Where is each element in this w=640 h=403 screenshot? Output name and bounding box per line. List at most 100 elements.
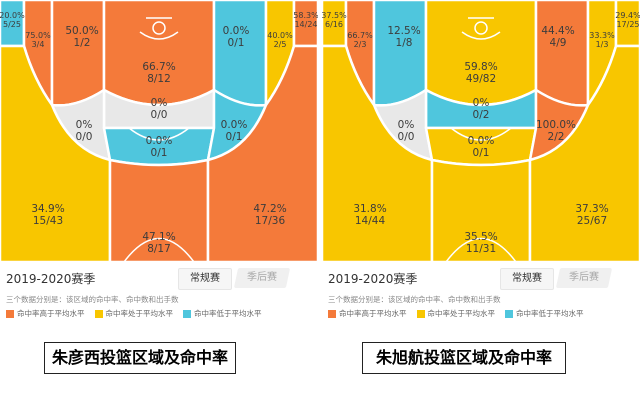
zone-frac-center-3: 11/31 <box>466 243 496 255</box>
zone-frac-left-elbow-2: 0/0 <box>398 131 415 143</box>
zone-pct-restricted: 59.8% <box>464 61 497 73</box>
zone-pct-center-mid-2: 0.0% <box>468 135 495 147</box>
legend-swatch-below <box>505 309 513 318</box>
data-note: 三个数据分别是：该区域的命中率、命中数和出手数 <box>328 295 501 304</box>
shot-chart-panel-left: 20.0% 5/25 75.0% 3/4 50.0% 1/2 66.7% 8/12 0.0% 0/… <box>0 0 318 330</box>
shot-chart-right: 37.5%6/16 66.7%2/3 12.5%1/8 59.8%49/82 44.4%… <box>322 0 640 262</box>
zone-frac-right-corner-3: 14/24 <box>294 20 317 29</box>
center-circle <box>445 237 517 262</box>
court-lines <box>123 17 195 262</box>
zone-frac-right-baseline-2: 1/3 <box>596 40 609 49</box>
legend-item-above: 命中率高于平均水平 <box>328 308 407 319</box>
zone-right-short-2 <box>534 0 590 107</box>
zone-frac-right-elbow-2: 2/2 <box>548 131 565 143</box>
zone-frac-left-wing-3: 14/44 <box>355 215 386 227</box>
restricted-arc <box>139 31 179 40</box>
tab-playoffs[interactable]: 季后赛 <box>555 268 613 288</box>
zone-pct-right-short-2: 0.0% <box>223 25 250 37</box>
zone-pct-left-elbow-2: 0% <box>76 119 93 131</box>
zone-pct-left-baseline-2: 75.0% <box>25 31 51 40</box>
chart-footer-left: 2019-2020赛季 常规赛 季后赛 三个数据分别是：该区域的命中率、命中数和… <box>0 262 318 330</box>
zone-right-corner-3 <box>614 0 640 48</box>
zone-frac-right-short-2: 4/9 <box>550 37 567 49</box>
legend-item-average: 命中率处于平均水平 <box>416 308 496 319</box>
zone-frac-left-baseline-2: 3/4 <box>32 40 45 49</box>
zone-restricted <box>102 0 216 107</box>
zone-frac-center-3: 8/17 <box>147 243 171 255</box>
zone-frac-left-baseline-2: 2/3 <box>354 40 367 49</box>
legend-label-below: 命中率低于平均水平 <box>194 309 262 318</box>
hoop <box>152 21 166 35</box>
zone-pct-center-3: 47.1% <box>142 231 175 243</box>
legend: 命中率高于平均水平 命中率处于平均水平 命中率低于平均水平 <box>328 308 584 319</box>
legend-label-above: 命中率高于平均水平 <box>17 309 85 318</box>
center-circle <box>123 237 195 262</box>
zone-pct-left-short-2: 12.5% <box>387 25 420 37</box>
zone-frac-right-baseline-2: 2/5 <box>274 40 287 49</box>
legend-label-average: 命中率处于平均水平 <box>105 309 174 318</box>
zone-restricted <box>424 0 538 107</box>
zone-pct-right-elbow-2: 100.0% <box>536 119 576 131</box>
zone-frac-paint: 0/0 <box>151 109 168 121</box>
zone-frac-left-short-2: 1/8 <box>396 37 413 49</box>
zone-pct-restricted: 66.7% <box>142 61 175 73</box>
zone-pct-right-corner-3: 29.4% <box>615 11 640 20</box>
tab-playoffs-label: 季后赛 <box>569 272 599 283</box>
tab-regular-season[interactable]: 常规赛 <box>500 268 554 290</box>
zone-frac-paint: 0/2 <box>473 109 490 121</box>
zone-pct-left-elbow-2: 0% <box>398 119 415 131</box>
zone-pct-center-3: 35.5% <box>464 231 497 243</box>
tab-regular-season[interactable]: 常规赛 <box>178 268 232 290</box>
zone-frac-right-wing-3: 25/67 <box>577 215 607 227</box>
zone-frac-right-wing-3: 17/36 <box>255 215 286 227</box>
zone-frac-left-corner-3: 6/16 <box>325 20 343 29</box>
data-note: 三个数据分别是：该区域的命中率、命中数和出手数 <box>6 295 179 304</box>
legend-swatch-above <box>6 309 14 318</box>
zone-left-wing-3 <box>0 44 112 262</box>
legend-item-average: 命中率处于平均水平 <box>94 308 174 319</box>
zone-frac-restricted: 8/12 <box>147 73 171 85</box>
zone-frac-left-wing-3: 15/43 <box>33 215 63 227</box>
legend-swatch-below <box>183 309 191 318</box>
zone-pct-left-wing-3: 31.8% <box>353 203 386 215</box>
legend-item-above: 命中率高于平均水平 <box>6 308 85 319</box>
zone-frac-center-mid-2: 0/1 <box>473 147 490 159</box>
zone-frac-right-short-2: 0/1 <box>228 37 245 49</box>
legend-label-average: 命中率处于平均水平 <box>427 309 496 318</box>
zone-frac-right-corner-3: 17/25 <box>616 20 639 29</box>
legend-item-below: 命中率低于平均水平 <box>183 308 262 319</box>
zone-pct-right-wing-3: 47.2% <box>253 203 286 215</box>
zone-pct-right-corner-3: 58.3% <box>293 11 318 20</box>
caption-left: 朱彦西投篮区域及命中率 <box>44 342 236 374</box>
season-label: 2019-2020赛季 <box>328 272 418 286</box>
zone-frac-center-mid-2: 0/1 <box>151 147 168 159</box>
tab-playoffs[interactable]: 季后赛 <box>233 268 291 288</box>
zone-left-short-2 <box>50 0 106 107</box>
chart-footer-right: 2019-2020赛季 常规赛 季后赛 三个数据分别是：该区域的命中率、命中数和… <box>322 262 640 330</box>
zone-frac-restricted: 49/82 <box>466 73 496 85</box>
caption-right: 朱旭航投篮区域及命中率 <box>362 342 566 374</box>
zone-pct-right-wing-3: 37.3% <box>575 203 608 215</box>
zone-frac-left-elbow-2: 0/0 <box>76 131 93 143</box>
zone-frac-right-elbow-2: 0/1 <box>226 131 243 143</box>
tab-playoffs-label: 季后赛 <box>247 272 277 283</box>
zone-pct-left-baseline-2: 66.7% <box>347 31 373 40</box>
zone-pct-left-corner-3: 37.5% <box>322 11 347 20</box>
restricted-arc <box>461 31 501 40</box>
legend-swatch-average <box>416 309 425 318</box>
zone-pct-right-short-2: 44.4% <box>541 25 574 37</box>
zone-pct-left-wing-3: 34.9% <box>31 203 64 215</box>
free-throw-arc <box>450 127 512 141</box>
zone-pct-paint: 0% <box>473 97 490 109</box>
free-throw-arc <box>128 127 190 141</box>
court-lines <box>445 17 517 262</box>
zone-right-short-2 <box>212 0 268 107</box>
zone-pct-center-mid-2: 0.0% <box>146 135 173 147</box>
zone-pct-right-elbow-2: 0.0% <box>221 119 248 131</box>
zone-frac-left-short-2: 1/2 <box>74 37 91 49</box>
zone-right-wing-3 <box>528 44 640 262</box>
zone-pct-left-corner-3: 20.0% <box>0 11 25 20</box>
zone-right-corner-3 <box>292 0 318 48</box>
zone-left-wing-3 <box>322 44 434 262</box>
zone-frac-left-corner-3: 5/25 <box>3 20 21 29</box>
